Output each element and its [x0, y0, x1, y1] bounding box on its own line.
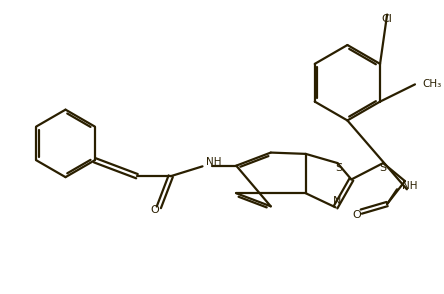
- Text: S: S: [335, 163, 342, 173]
- Text: O: O: [151, 205, 159, 215]
- Text: NH: NH: [206, 157, 222, 167]
- Text: CH₃: CH₃: [423, 79, 442, 89]
- Text: NH: NH: [402, 181, 417, 191]
- Text: Cl: Cl: [382, 14, 392, 24]
- Text: S: S: [380, 163, 387, 173]
- Text: N: N: [333, 196, 341, 206]
- Text: O: O: [352, 210, 361, 220]
